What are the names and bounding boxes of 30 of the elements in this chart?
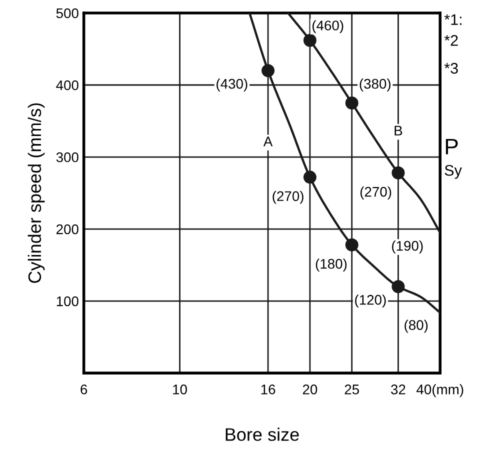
annotation: (190) xyxy=(392,240,423,254)
x-tick-label: 40(mm) xyxy=(416,384,464,398)
annotation: (430) xyxy=(216,78,248,92)
annotation: B xyxy=(394,126,402,136)
y-tick-label: 100 xyxy=(56,296,78,306)
annotation: (460) xyxy=(312,20,344,34)
annotation: (120) xyxy=(355,294,386,308)
text: *1: xyxy=(444,14,462,25)
text: *3 xyxy=(444,62,458,74)
text: P xyxy=(446,138,458,154)
y-axis-title: Cylinder speed (mm/s) xyxy=(28,103,45,283)
x-tick-label: 20 xyxy=(302,384,318,394)
y-tick-label: 200 xyxy=(56,224,78,234)
x-tick-label: 16 xyxy=(261,384,276,394)
x-axis-title: Bore size xyxy=(226,428,299,441)
annotation: (180) xyxy=(316,258,347,272)
y-tick-label: 300 xyxy=(56,152,78,162)
annotation: (80) xyxy=(404,320,428,333)
text: *2 xyxy=(444,35,458,46)
annotation: A xyxy=(263,136,273,146)
y-tick-label: 500 xyxy=(56,8,78,18)
x-tick-label: 32 xyxy=(391,384,406,394)
annotation: (270) xyxy=(360,186,392,200)
x-tick-label: 6 xyxy=(80,384,88,394)
x-tick-label: 10 xyxy=(173,384,187,394)
y-tick-label: 400 xyxy=(56,80,78,90)
annotation: (380) xyxy=(360,78,390,92)
text: Sy xyxy=(444,164,462,179)
x-tick-label: 25 xyxy=(344,384,359,394)
annotation: (270) xyxy=(272,190,304,204)
